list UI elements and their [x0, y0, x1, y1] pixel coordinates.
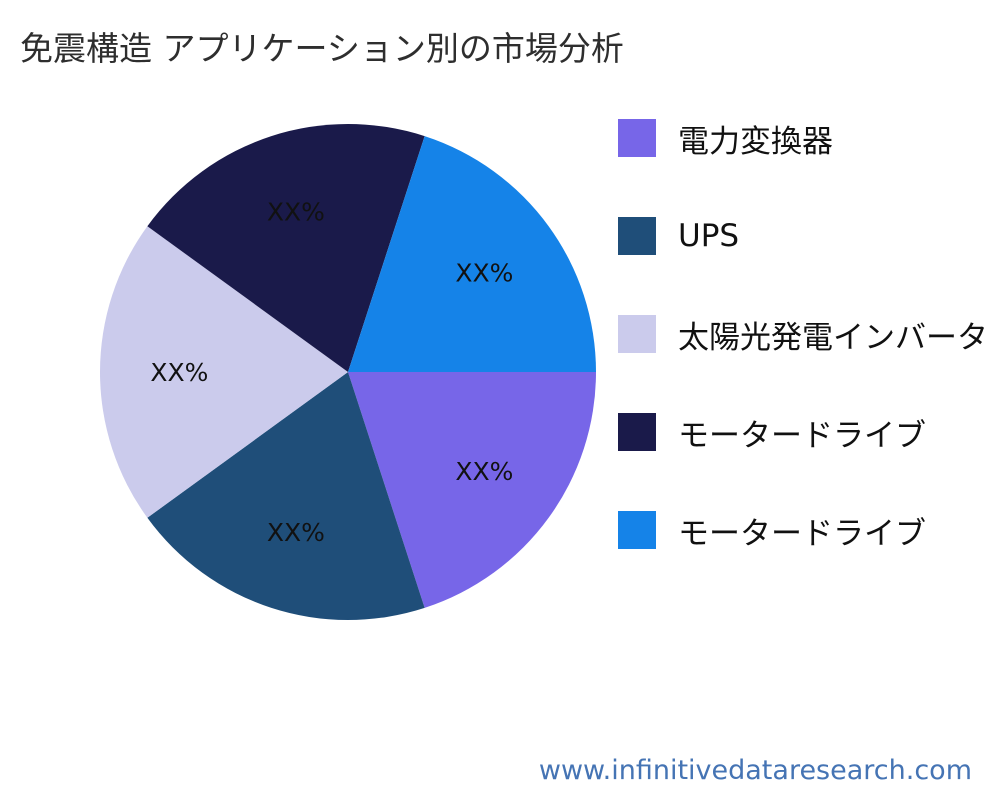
legend-swatch-icon [618, 119, 656, 157]
pie-slice-4 [147, 123, 425, 372]
pie-slice-percentage-label: XX% [267, 197, 325, 226]
legend-label: UPS [678, 218, 740, 254]
website-url: www.infinitivedataresearch.com [538, 755, 972, 786]
legend-label: 太陽光発電インバータ [678, 319, 988, 356]
legend-item-5: モータードライブ [618, 510, 988, 552]
legend-item-2: UPS [618, 216, 988, 256]
pie-slice-1 [348, 372, 596, 608]
pie-slice-percentage-label: XX% [150, 358, 208, 387]
legend-label: モータードライブ [678, 515, 926, 552]
pie-slice-3 [99, 226, 348, 518]
legend-label: 電力変換器 [678, 123, 833, 160]
legend-swatch-icon [618, 413, 656, 451]
legend-swatch-icon [618, 315, 656, 353]
legend-item-4: モータードライブ [618, 412, 988, 454]
legend-label: モータードライブ [678, 417, 926, 454]
chart-title: 免震構造 アプリケーション別の市場分析 [20, 29, 624, 68]
legend-swatch-icon [618, 511, 656, 549]
legend-swatch-icon [618, 217, 656, 255]
legend-item-3: 太陽光発電インバータ [618, 314, 988, 356]
pie-slice-percentage-label: XX% [455, 457, 513, 486]
legend-item-1: 電力変換器 [618, 118, 988, 160]
pie-slice-percentage-label: XX% [267, 518, 325, 547]
pie-slice-2 [147, 372, 425, 621]
pie-slice-percentage-label: XX% [455, 259, 513, 288]
legend: 電力変換器 UPS 太陽光発電インバータ モータードライブ モータードライブ [618, 118, 988, 608]
pie-slice-5 [348, 136, 596, 372]
